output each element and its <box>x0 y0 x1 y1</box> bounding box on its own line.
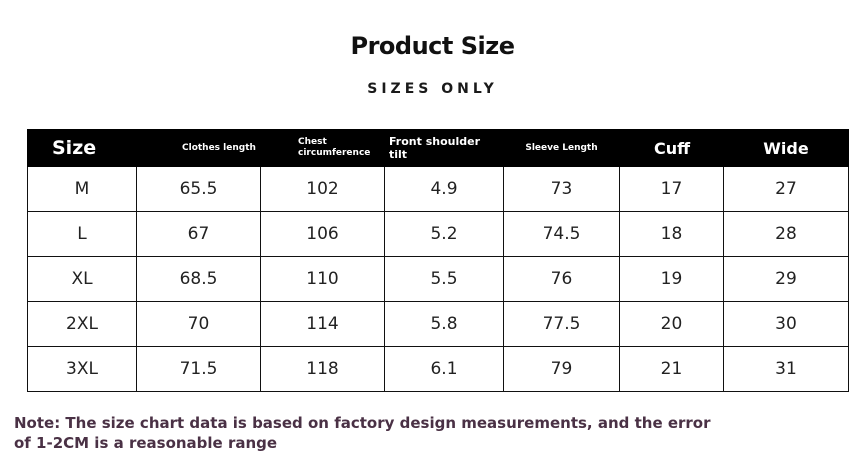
size-note: Note: The size chart data is based on fa… <box>14 414 711 452</box>
cell-chest-circumference: 118 <box>260 346 385 392</box>
cell-sleeve-length: 79 <box>503 346 620 392</box>
table-row: 2XL 70 114 5.8 77.5 20 30 <box>27 301 849 347</box>
cell-chest-circumference: 102 <box>260 166 385 212</box>
cell-wide: 28 <box>723 211 849 257</box>
cell-cuff: 20 <box>619 301 724 347</box>
cell-wide: 30 <box>723 301 849 347</box>
table-row: 3XL 71.5 118 6.1 79 21 31 <box>27 346 849 392</box>
cell-size: XL <box>27 256 137 302</box>
cell-front-shoulder-tilt: 5.5 <box>384 256 504 302</box>
cell-size: M <box>27 166 137 212</box>
cell-sleeve-length: 74.5 <box>503 211 620 257</box>
cell-size: 3XL <box>27 346 137 392</box>
header-chest-circumference: Chest circumference <box>260 129 385 167</box>
cell-clothes-length: 71.5 <box>136 346 261 392</box>
cell-wide: 27 <box>723 166 849 212</box>
header-wide: Wide <box>723 129 849 167</box>
cell-clothes-length: 67 <box>136 211 261 257</box>
cell-cuff: 17 <box>619 166 724 212</box>
cell-size: 2XL <box>27 301 137 347</box>
cell-size: L <box>27 211 137 257</box>
cell-chest-circumference: 114 <box>260 301 385 347</box>
cell-wide: 31 <box>723 346 849 392</box>
cell-cuff: 19 <box>619 256 724 302</box>
cell-front-shoulder-tilt: 4.9 <box>384 166 504 212</box>
cell-clothes-length: 68.5 <box>136 256 261 302</box>
header-cuff: Cuff <box>619 129 724 167</box>
header-clothes-length: Clothes length <box>136 129 261 167</box>
header-sleeve-length: Sleeve Length <box>503 129 620 167</box>
header-front-shoulder-tilt: Front shoulder tilt <box>384 129 504 167</box>
cell-chest-circumference: 106 <box>260 211 385 257</box>
cell-sleeve-length: 73 <box>503 166 620 212</box>
page-title: Product Size <box>350 32 516 60</box>
size-table: Size Clothes length Chest circumference … <box>27 129 849 392</box>
cell-front-shoulder-tilt: 5.2 <box>384 211 504 257</box>
cell-cuff: 21 <box>619 346 724 392</box>
cell-front-shoulder-tilt: 5.8 <box>384 301 504 347</box>
cell-cuff: 18 <box>619 211 724 257</box>
cell-sleeve-length: 77.5 <box>503 301 620 347</box>
table-row: M 65.5 102 4.9 73 17 27 <box>27 166 849 212</box>
table-row: XL 68.5 110 5.5 76 19 29 <box>27 256 849 302</box>
page-subtitle: SIZES ONLY <box>367 81 498 97</box>
table-header-row: Size Clothes length Chest circumference … <box>27 129 849 167</box>
cell-wide: 29 <box>723 256 849 302</box>
cell-clothes-length: 70 <box>136 301 261 347</box>
cell-clothes-length: 65.5 <box>136 166 261 212</box>
cell-sleeve-length: 76 <box>503 256 620 302</box>
header-size: Size <box>27 129 137 167</box>
cell-chest-circumference: 110 <box>260 256 385 302</box>
cell-front-shoulder-tilt: 6.1 <box>384 346 504 392</box>
table-row: L 67 106 5.2 74.5 18 28 <box>27 211 849 257</box>
